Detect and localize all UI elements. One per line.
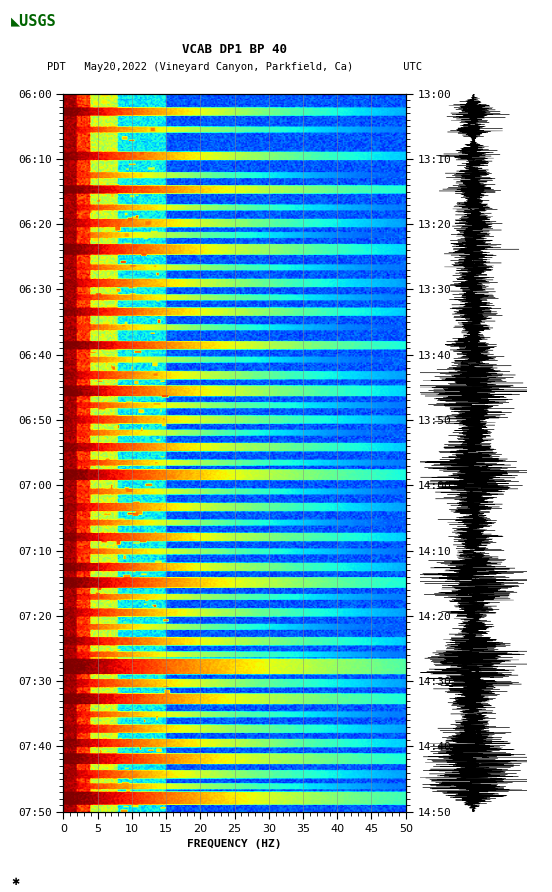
Text: VCAB DP1 BP 40: VCAB DP1 BP 40	[182, 43, 287, 55]
X-axis label: FREQUENCY (HZ): FREQUENCY (HZ)	[187, 839, 282, 849]
Text: PDT   May20,2022 (Vineyard Canyon, Parkfield, Ca)        UTC: PDT May20,2022 (Vineyard Canyon, Parkfie…	[47, 62, 422, 72]
Text: ✱: ✱	[11, 877, 19, 887]
Text: ◣USGS: ◣USGS	[11, 13, 57, 28]
